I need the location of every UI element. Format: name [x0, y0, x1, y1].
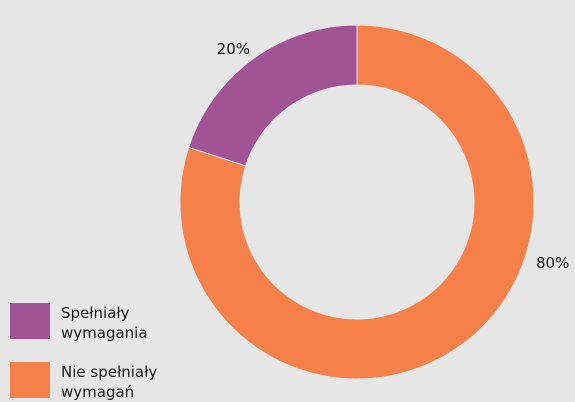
slice-value-label-not-met: 80% [536, 254, 569, 272]
legend-label-not-met-line1: Nie spełniały [61, 363, 158, 381]
legend-swatch-not-met [10, 362, 50, 398]
legend-label-not-met: Nie spełniały wymagań [61, 362, 181, 402]
legend-label-not-met-line2: wymagań [61, 383, 135, 401]
slice-value-label-met: 20% [217, 40, 250, 58]
legend-label-met-line1: Spełniały [61, 304, 130, 322]
legend-label-met-line2: wymagania [61, 324, 148, 342]
legend-label-met: Spełniały wymagania [61, 303, 181, 343]
legend-swatch-met [10, 303, 50, 339]
donut-slice-not-met [179, 24, 535, 380]
donut-slice-met [188, 24, 358, 167]
